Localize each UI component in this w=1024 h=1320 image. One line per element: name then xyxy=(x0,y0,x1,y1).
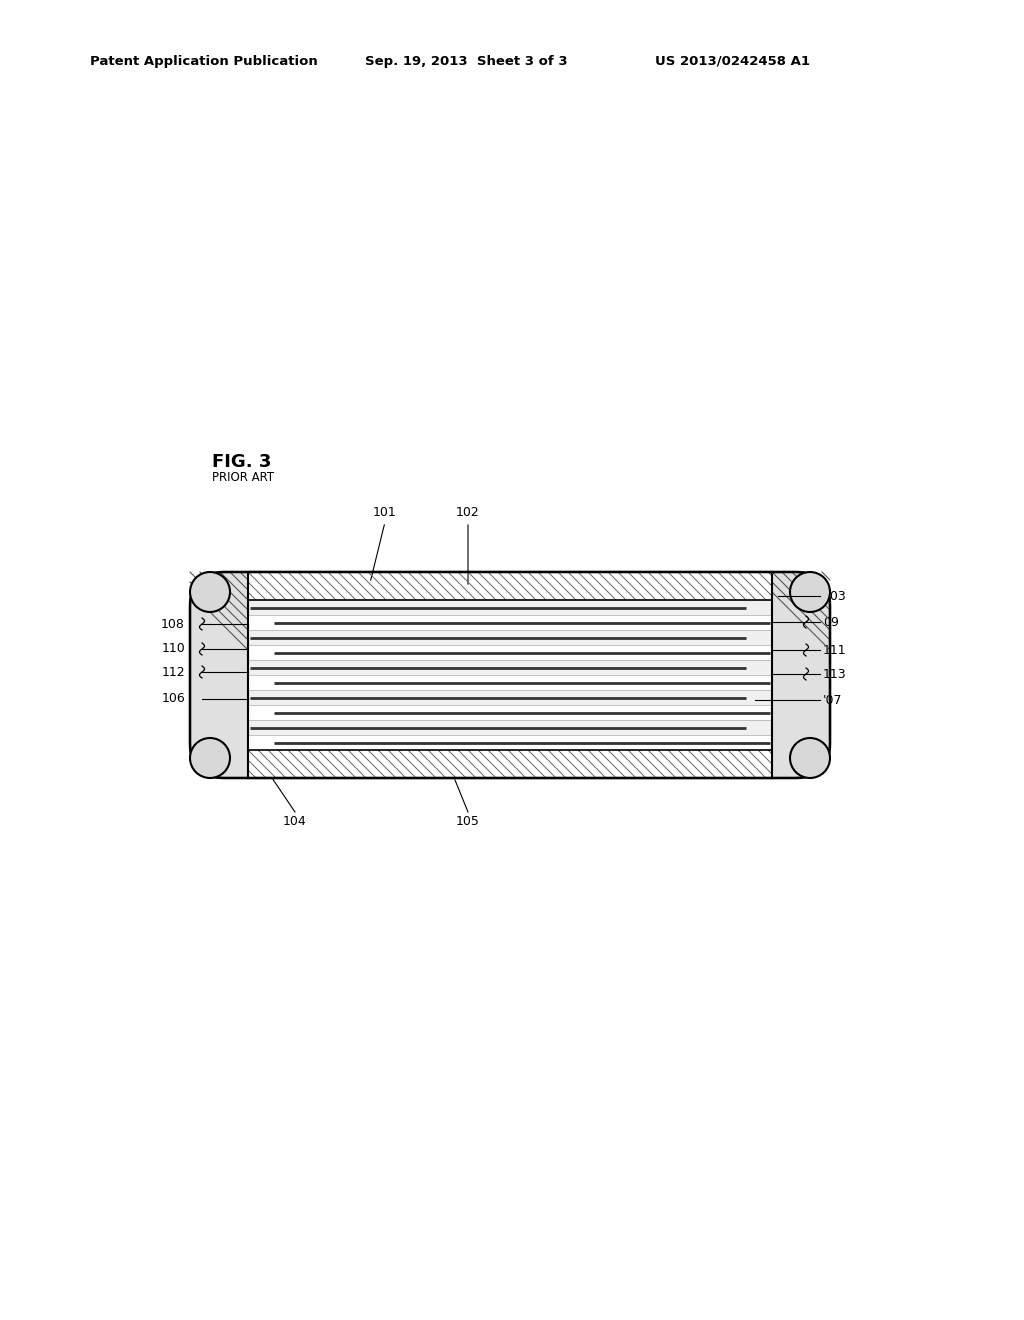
Text: 104: 104 xyxy=(283,814,307,828)
Bar xyxy=(248,675,772,690)
Text: 101: 101 xyxy=(373,506,397,519)
Text: 106: 106 xyxy=(161,693,185,705)
Bar xyxy=(248,572,772,777)
Text: '07: '07 xyxy=(823,693,843,706)
Text: 110: 110 xyxy=(161,643,185,656)
Text: 105: 105 xyxy=(456,814,480,828)
Circle shape xyxy=(190,572,230,612)
Bar xyxy=(248,690,772,705)
Circle shape xyxy=(190,738,230,777)
Text: 108: 108 xyxy=(161,618,185,631)
Text: 103: 103 xyxy=(823,590,847,602)
Text: Patent Application Publication: Patent Application Publication xyxy=(90,55,317,69)
Circle shape xyxy=(790,572,830,612)
Text: FIG. 3: FIG. 3 xyxy=(212,453,271,471)
Bar xyxy=(248,705,772,719)
Bar xyxy=(248,735,772,750)
Text: 112: 112 xyxy=(162,665,185,678)
Text: 111: 111 xyxy=(823,644,847,656)
Text: US 2013/0242458 A1: US 2013/0242458 A1 xyxy=(655,55,810,69)
Text: Sep. 19, 2013  Sheet 3 of 3: Sep. 19, 2013 Sheet 3 of 3 xyxy=(365,55,567,69)
Text: PRIOR ART: PRIOR ART xyxy=(212,471,274,484)
Circle shape xyxy=(790,738,830,777)
Bar xyxy=(248,630,772,645)
Bar xyxy=(248,615,772,630)
Text: 09: 09 xyxy=(823,615,839,628)
Bar xyxy=(248,719,772,735)
FancyBboxPatch shape xyxy=(190,572,830,777)
Text: 113: 113 xyxy=(823,668,847,681)
Text: 102: 102 xyxy=(456,506,480,519)
Bar xyxy=(248,645,772,660)
Bar xyxy=(248,660,772,675)
Bar xyxy=(248,601,772,615)
